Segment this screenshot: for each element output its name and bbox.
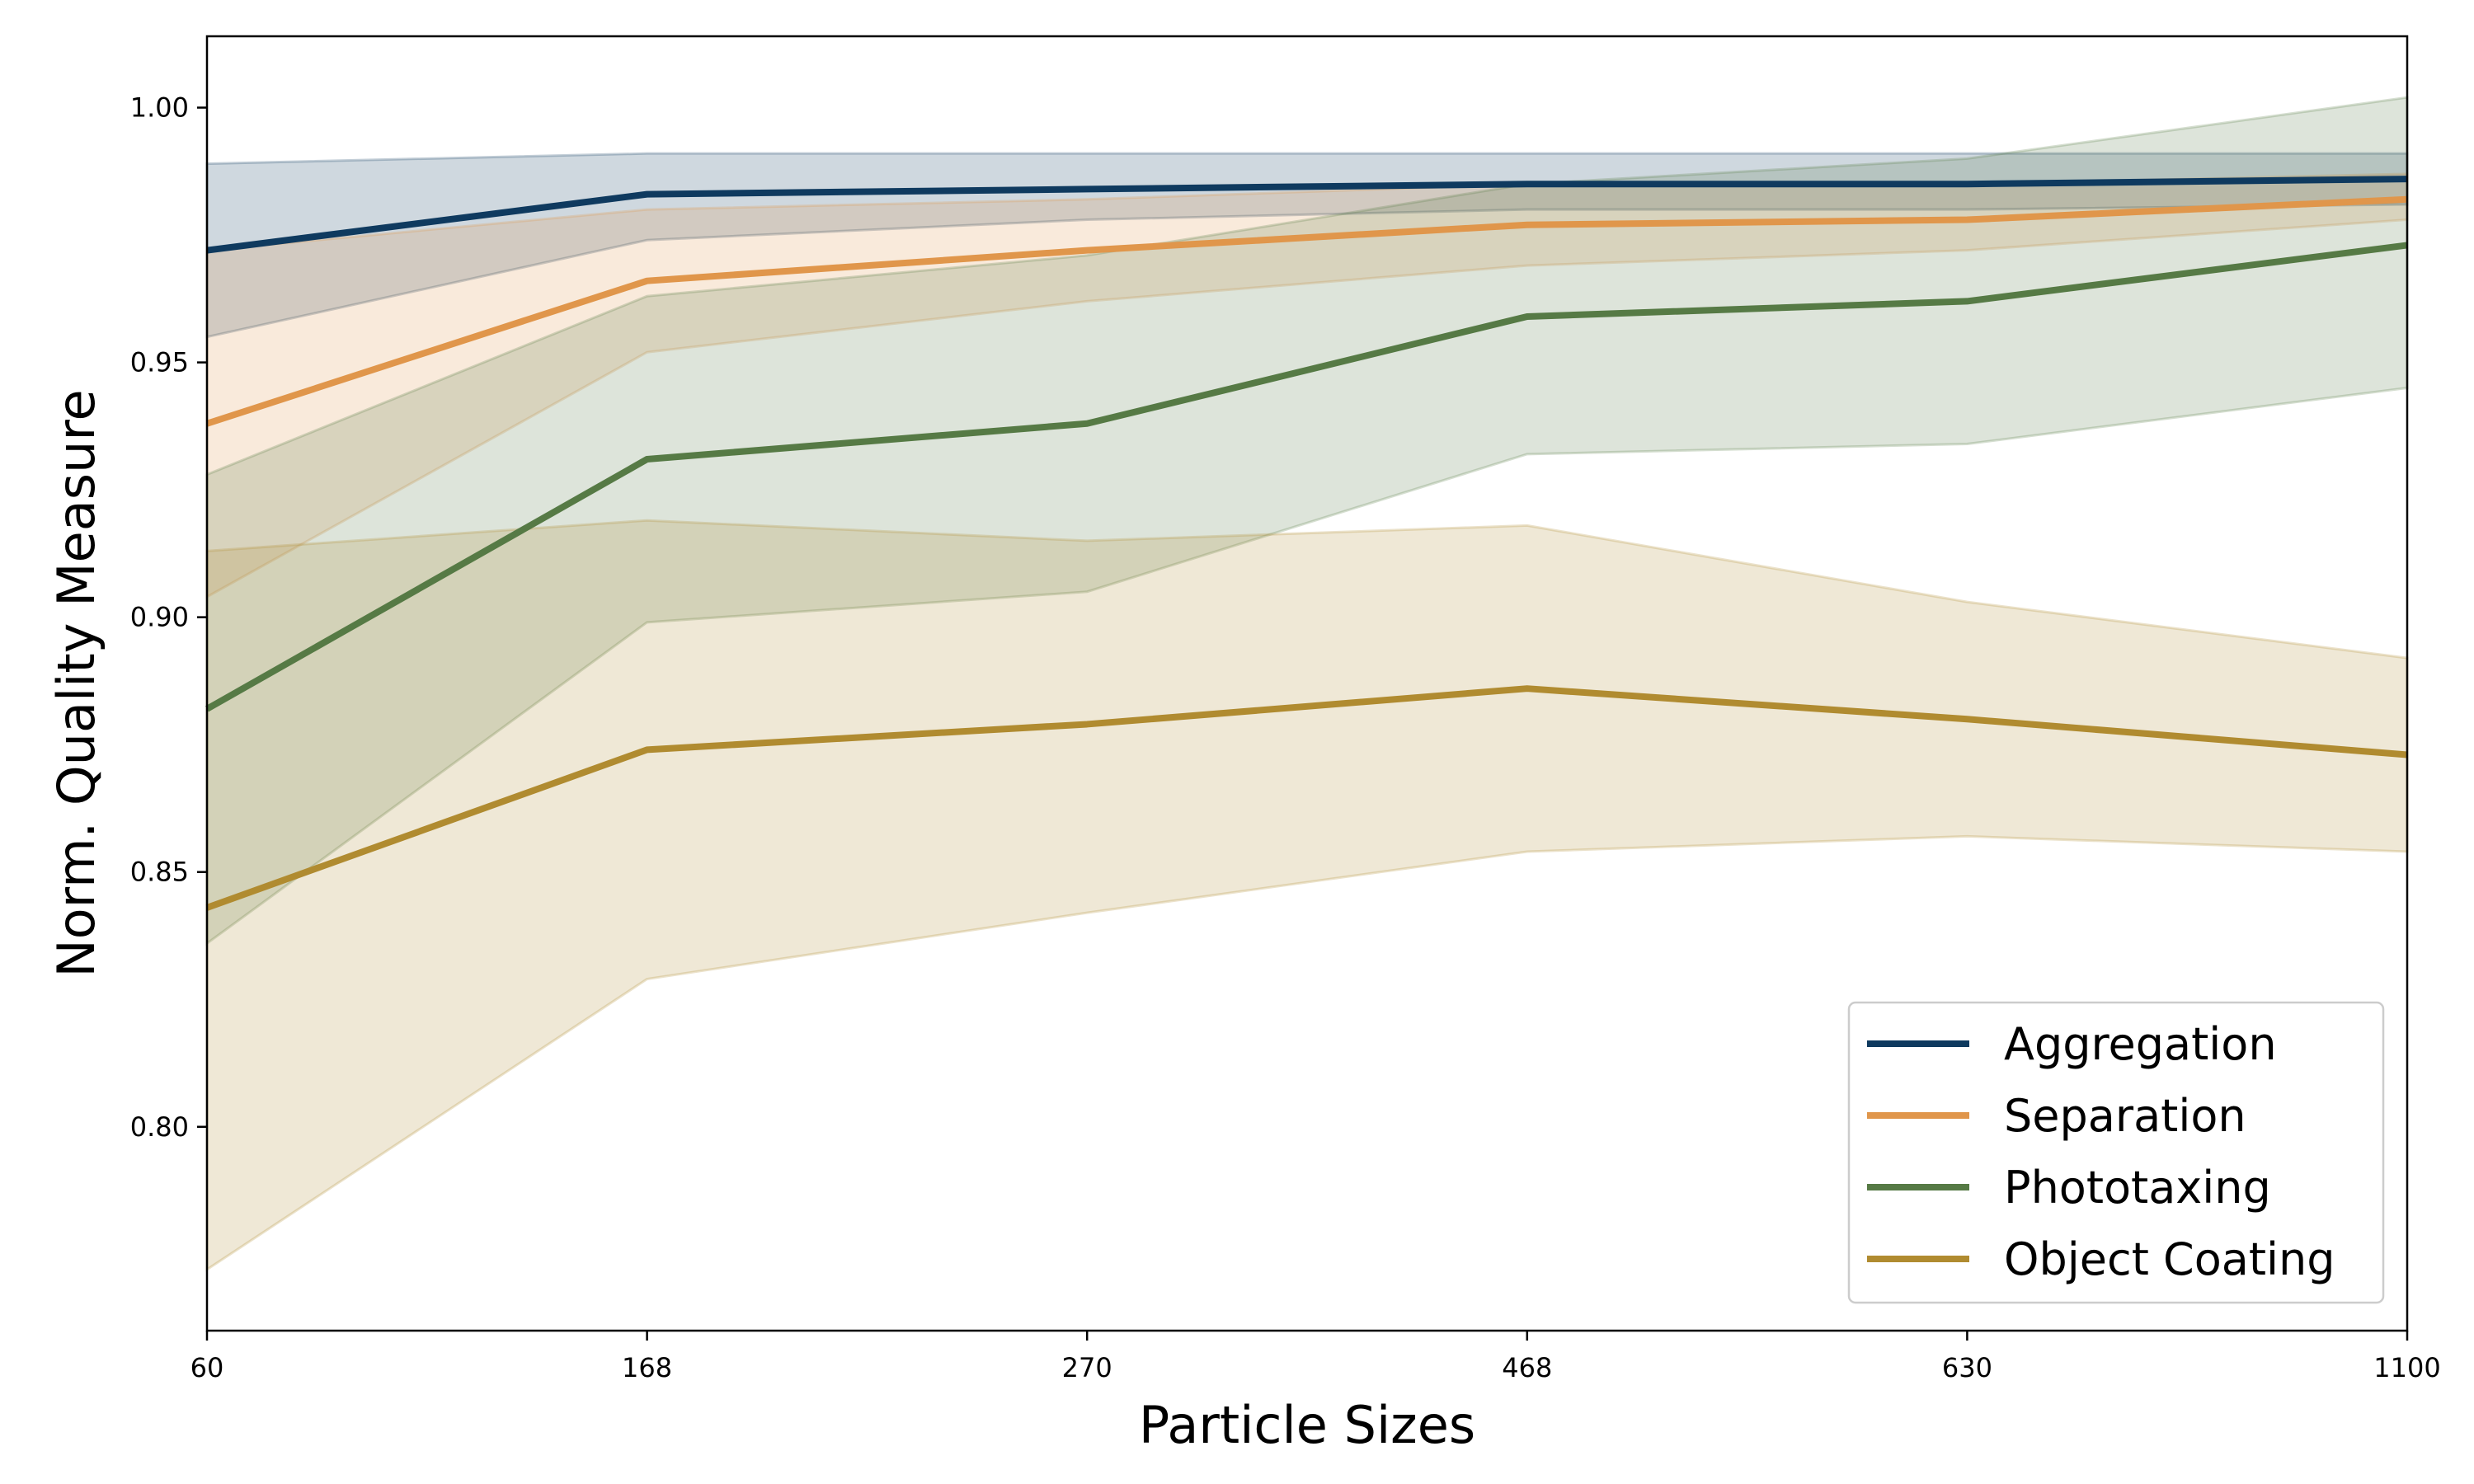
x-axis-ticks: 60 168 270 468 630 1100 — [190, 1331, 2441, 1383]
legend-label-aggregation: Aggregation — [2004, 1018, 2277, 1070]
x-tick-label: 468 — [1502, 1352, 1552, 1383]
object-coating-line — [205, 685, 2408, 911]
legend-label-phototaxing: Phototaxing — [2004, 1162, 2271, 1214]
x-axis-label: Particle Sizes — [1139, 1395, 1475, 1455]
legend-label-object-coating: Object Coating — [2004, 1233, 2335, 1285]
x-tick-label: 168 — [622, 1352, 672, 1383]
y-tick-label: 0.95 — [130, 347, 189, 378]
legend-label-separation: Separation — [2004, 1090, 2246, 1142]
plot-area-frame — [205, 35, 2409, 1332]
y-axis-ticks: 0.80 0.85 0.90 0.95 1.00 — [130, 92, 207, 1143]
x-tick-label: 1100 — [2373, 1352, 2440, 1383]
phototaxing-line — [205, 242, 2408, 712]
separation-line — [205, 195, 2408, 427]
x-tick-label: 270 — [1062, 1352, 1112, 1383]
aggregation-line — [206, 176, 2408, 254]
y-tick-label: 1.00 — [130, 92, 189, 124]
y-axis-label: Norm. Quality Measure — [46, 389, 106, 977]
y-tick-label: 0.80 — [130, 1111, 189, 1143]
legend-box — [1847, 1001, 2385, 1304]
series-lines — [205, 176, 2408, 911]
x-tick-label: 60 — [190, 1352, 224, 1383]
y-tick-label: 0.85 — [130, 857, 189, 888]
x-tick-label: 630 — [1942, 1352, 1992, 1383]
legend: Aggregation Separation Phototaxing Object C… — [1847, 1001, 2385, 1304]
y-tick-label: 0.90 — [130, 602, 189, 633]
